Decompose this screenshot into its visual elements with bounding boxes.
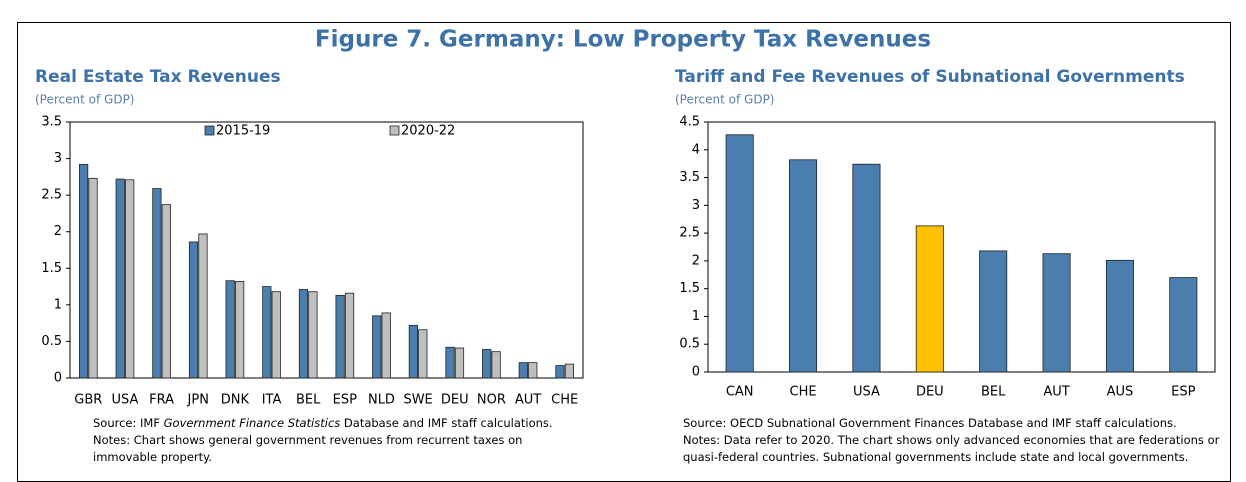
- x-tick-label: AUT: [1043, 385, 1069, 400]
- x-tick-label: USA: [112, 393, 139, 408]
- source: Source: OECD Subnational Government Fina…: [683, 415, 1228, 432]
- chart-title: Real Estate Tax Revenues: [35, 67, 281, 87]
- figure: Figure 7. Germany: Low Property Tax Reve…: [35, 27, 1216, 408]
- bar: [1169, 277, 1198, 373]
- bar: [852, 163, 881, 373]
- bar: [188, 241, 199, 379]
- bar: [88, 177, 98, 379]
- x-tick-label: DEU: [916, 385, 944, 400]
- bar: [564, 363, 575, 379]
- bar: [491, 351, 501, 379]
- y-tick-label: 0.5: [41, 334, 62, 349]
- source-text: Government Finance Statistics: [163, 416, 341, 430]
- x-tick-label: CAN: [726, 385, 754, 400]
- bar: [482, 349, 492, 379]
- x-tick-label: ESP: [1171, 385, 1195, 400]
- x-tick-label: GBR: [74, 393, 102, 408]
- x-tick-label: JPN: [187, 393, 209, 408]
- bar: [234, 281, 245, 379]
- y-tick-label: 3: [692, 198, 700, 213]
- bar: [555, 365, 565, 379]
- y-tick-label: 3: [54, 151, 62, 166]
- x-tick-label: AUS: [1107, 385, 1134, 400]
- y-tick-label: 1: [54, 297, 62, 312]
- notes: Source: IMF Government Finance Statistic…: [93, 415, 583, 466]
- notes: Source: OECD Subnational Government Fina…: [683, 415, 1228, 466]
- legend-swatch: [204, 125, 215, 136]
- bar: [381, 312, 391, 379]
- figure-title: Figure 7. Germany: Low Property Tax Reve…: [315, 27, 931, 53]
- bar: [271, 291, 281, 379]
- y-tick-label: 0.5: [679, 337, 700, 352]
- y-tick-label: 0: [692, 365, 700, 380]
- y-tick-label: 1: [692, 309, 700, 324]
- bar: [161, 204, 171, 379]
- x-tick-label: DNK: [221, 393, 250, 408]
- bar: [335, 294, 345, 379]
- bar: [454, 347, 465, 379]
- y-tick-label: 2.5: [41, 188, 62, 203]
- bar: [1042, 253, 1071, 373]
- bar: [1105, 259, 1134, 373]
- legend-label: 2015-19: [216, 124, 270, 139]
- y-tick-label: 4.5: [679, 115, 700, 130]
- y-tick-label: 2: [54, 224, 62, 239]
- bar: [225, 280, 235, 379]
- x-tick-label: CHE: [551, 393, 578, 408]
- legend-swatch: [389, 125, 400, 136]
- y-tick-label: 1.5: [679, 281, 700, 296]
- x-tick-label: USA: [853, 385, 880, 400]
- bar: [78, 164, 89, 379]
- chart-subtitle: (Percent of GDP): [675, 93, 775, 107]
- source: Source: IMF Government Finance Statistic…: [93, 415, 583, 432]
- bar: [298, 289, 309, 379]
- y-tick-label: 0: [54, 371, 62, 386]
- bar: [125, 179, 135, 379]
- bar: [152, 188, 162, 379]
- bar: [262, 286, 272, 379]
- x-tick-label: NLD: [368, 393, 395, 408]
- y-tick-label: 3.5: [679, 170, 700, 185]
- y-tick-label: 4: [692, 142, 700, 157]
- source-text: Database and IMF staff calculations.: [340, 416, 553, 430]
- bar: [445, 346, 455, 379]
- source-text: Source: IMF: [93, 416, 164, 430]
- plot-frame: [69, 121, 584, 379]
- bar: [528, 362, 538, 379]
- y-tick-label: 1.5: [41, 261, 62, 276]
- y-tick-label: 3.5: [41, 115, 62, 130]
- x-tick-label: SWE: [403, 393, 432, 408]
- x-tick-label: CHE: [790, 385, 817, 400]
- x-tick-label: FRA: [149, 393, 174, 408]
- x-tick-label: ESP: [333, 393, 357, 408]
- x-tick-label: ITA: [262, 393, 282, 408]
- chart-subtitle: (Percent of GDP): [35, 93, 135, 107]
- bar: [418, 329, 428, 379]
- bar: [308, 291, 318, 379]
- bar: [518, 362, 528, 379]
- bar: [198, 233, 208, 379]
- bar: [915, 225, 944, 373]
- bar: [344, 292, 355, 379]
- x-tick-label: BEL: [981, 385, 1006, 400]
- bar: [115, 178, 125, 379]
- y-tick-label: 2.5: [679, 226, 700, 241]
- x-tick-label: DEU: [441, 393, 469, 408]
- chart-title: Tariff and Fee Revenues of Subnational G…: [675, 67, 1185, 87]
- source-text: Source: OECD Subnational Government Fina…: [683, 416, 1177, 430]
- bar: [725, 134, 754, 373]
- x-tick-label: BEL: [296, 393, 321, 408]
- bar: [372, 315, 382, 379]
- notes-text: Notes: Chart shows general government re…: [93, 433, 523, 464]
- x-tick-label: AUT: [515, 393, 541, 408]
- x-tick-label: NOR: [477, 393, 506, 408]
- notes-text: Notes: Data refer to 2020. The chart sho…: [683, 433, 1220, 464]
- plot-frame: [707, 121, 1216, 373]
- page: {"title": "Figure 7. Germany: Low Proper…: [17, 22, 1231, 482]
- bar: [408, 324, 419, 379]
- bar: [979, 250, 1008, 373]
- legend-label: 2020-22: [401, 124, 455, 139]
- bar: [789, 159, 818, 373]
- y-tick-label: 2: [692, 253, 700, 268]
